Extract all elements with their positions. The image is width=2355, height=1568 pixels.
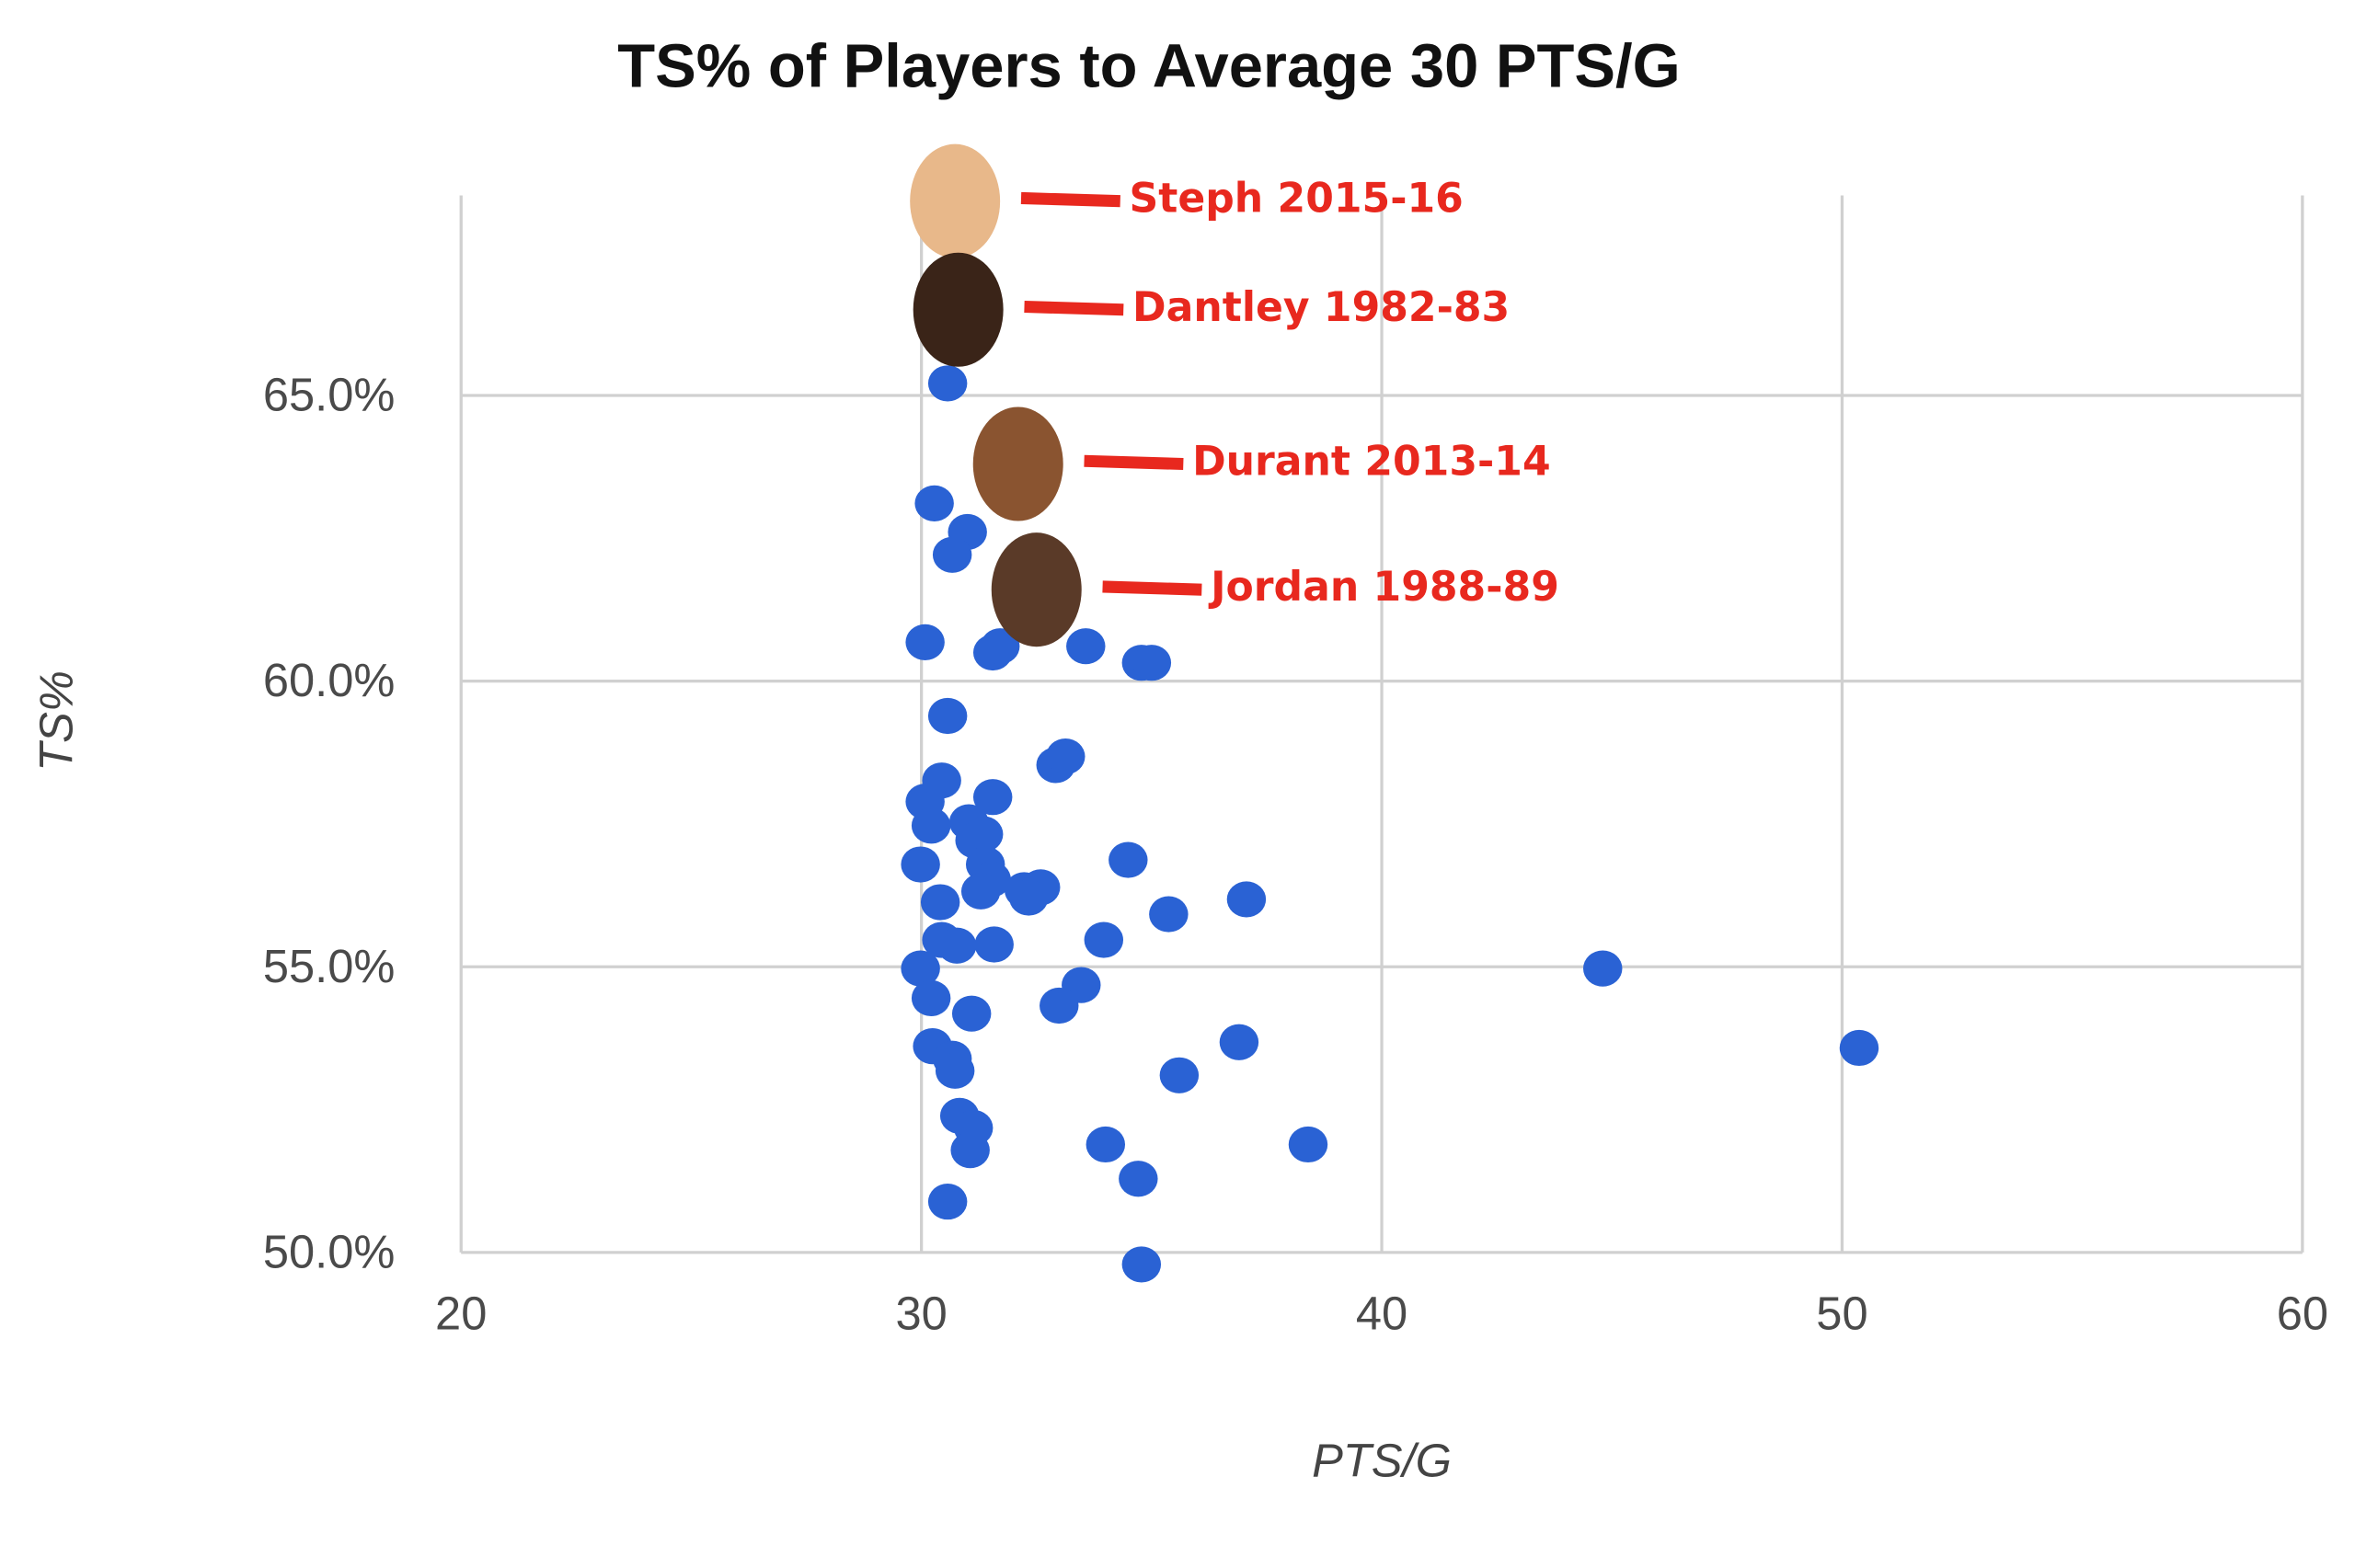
annotation-label: Jordan 1988-89 bbox=[1208, 564, 1559, 611]
point bbox=[951, 995, 992, 1032]
y-tick-label: 50.0% bbox=[263, 1226, 396, 1278]
point bbox=[1084, 921, 1124, 958]
point bbox=[935, 1052, 975, 1089]
point bbox=[1086, 1126, 1126, 1163]
x-tick-label: 50 bbox=[1816, 1287, 1867, 1339]
point bbox=[1040, 987, 1079, 1024]
point bbox=[911, 979, 951, 1017]
x-tick-label: 30 bbox=[895, 1287, 947, 1339]
point bbox=[1119, 1161, 1158, 1197]
point bbox=[960, 873, 1001, 910]
annotation-label: Steph 2015-16 bbox=[1130, 176, 1464, 223]
point bbox=[1132, 645, 1172, 681]
y-tick-label: 60.0% bbox=[263, 654, 396, 706]
point bbox=[1226, 881, 1267, 918]
point bbox=[936, 927, 977, 964]
point bbox=[927, 365, 968, 402]
player-face bbox=[910, 143, 1001, 258]
annotation-label: Dantley 1982-83 bbox=[1132, 284, 1510, 331]
point bbox=[927, 1184, 968, 1220]
player-face bbox=[972, 406, 1063, 521]
y-axis-label: TS% bbox=[30, 670, 83, 772]
x-axis-label: PTS/G bbox=[1312, 1434, 1452, 1486]
point bbox=[920, 884, 960, 921]
point bbox=[1288, 1126, 1328, 1163]
point bbox=[1109, 841, 1148, 878]
x-tick-label: 60 bbox=[2277, 1287, 2328, 1339]
point bbox=[932, 536, 972, 573]
x-tick-label: 40 bbox=[1356, 1287, 1407, 1339]
point bbox=[1046, 738, 1086, 775]
point bbox=[905, 624, 945, 660]
y-tick-label: 55.0% bbox=[263, 940, 396, 992]
point bbox=[922, 762, 961, 799]
annotation-line bbox=[1024, 300, 1124, 316]
annotation-line bbox=[1084, 454, 1184, 471]
chart-title: TS% of Players to Average 30 PTS/G bbox=[617, 32, 1680, 101]
point bbox=[1159, 1057, 1200, 1093]
point bbox=[1583, 950, 1623, 987]
annotation-line bbox=[1102, 580, 1202, 596]
point bbox=[1839, 1029, 1879, 1067]
y-tick-label: 65.0% bbox=[263, 369, 396, 421]
point bbox=[972, 779, 1013, 816]
point bbox=[974, 926, 1014, 963]
point bbox=[1009, 879, 1049, 916]
annotation-label: Durant 2013-14 bbox=[1192, 439, 1551, 486]
point bbox=[901, 950, 940, 987]
point bbox=[1219, 1024, 1259, 1060]
annotation-line bbox=[1020, 191, 1120, 208]
x-tick-label: 20 bbox=[435, 1287, 487, 1339]
player-face bbox=[913, 252, 1004, 367]
player-face bbox=[991, 532, 1082, 647]
point bbox=[1066, 628, 1106, 665]
point bbox=[927, 697, 968, 735]
point bbox=[1121, 1246, 1162, 1283]
point bbox=[1149, 896, 1189, 933]
point bbox=[914, 485, 954, 521]
point bbox=[911, 807, 951, 844]
point bbox=[901, 846, 940, 883]
point bbox=[980, 628, 1020, 665]
point bbox=[950, 1132, 990, 1169]
